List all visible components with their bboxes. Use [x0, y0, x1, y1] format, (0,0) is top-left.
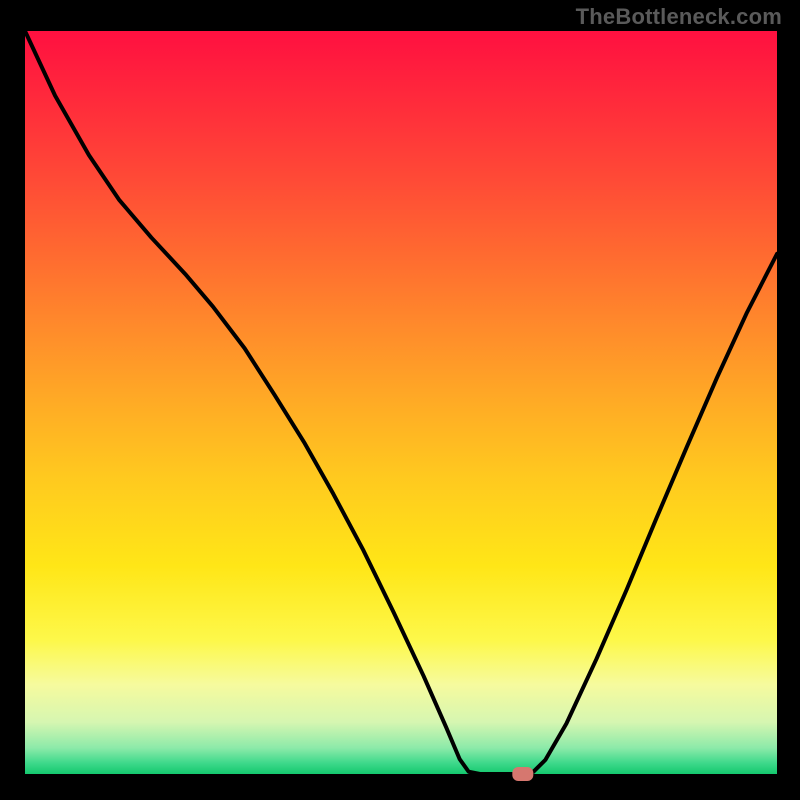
chart-container: { "attribution": { "text": "TheBottlenec… — [0, 0, 800, 800]
bottleneck-chart — [0, 0, 800, 800]
optimal-marker — [512, 767, 533, 781]
gradient-background — [25, 31, 777, 774]
attribution-text: TheBottleneck.com — [576, 4, 782, 30]
